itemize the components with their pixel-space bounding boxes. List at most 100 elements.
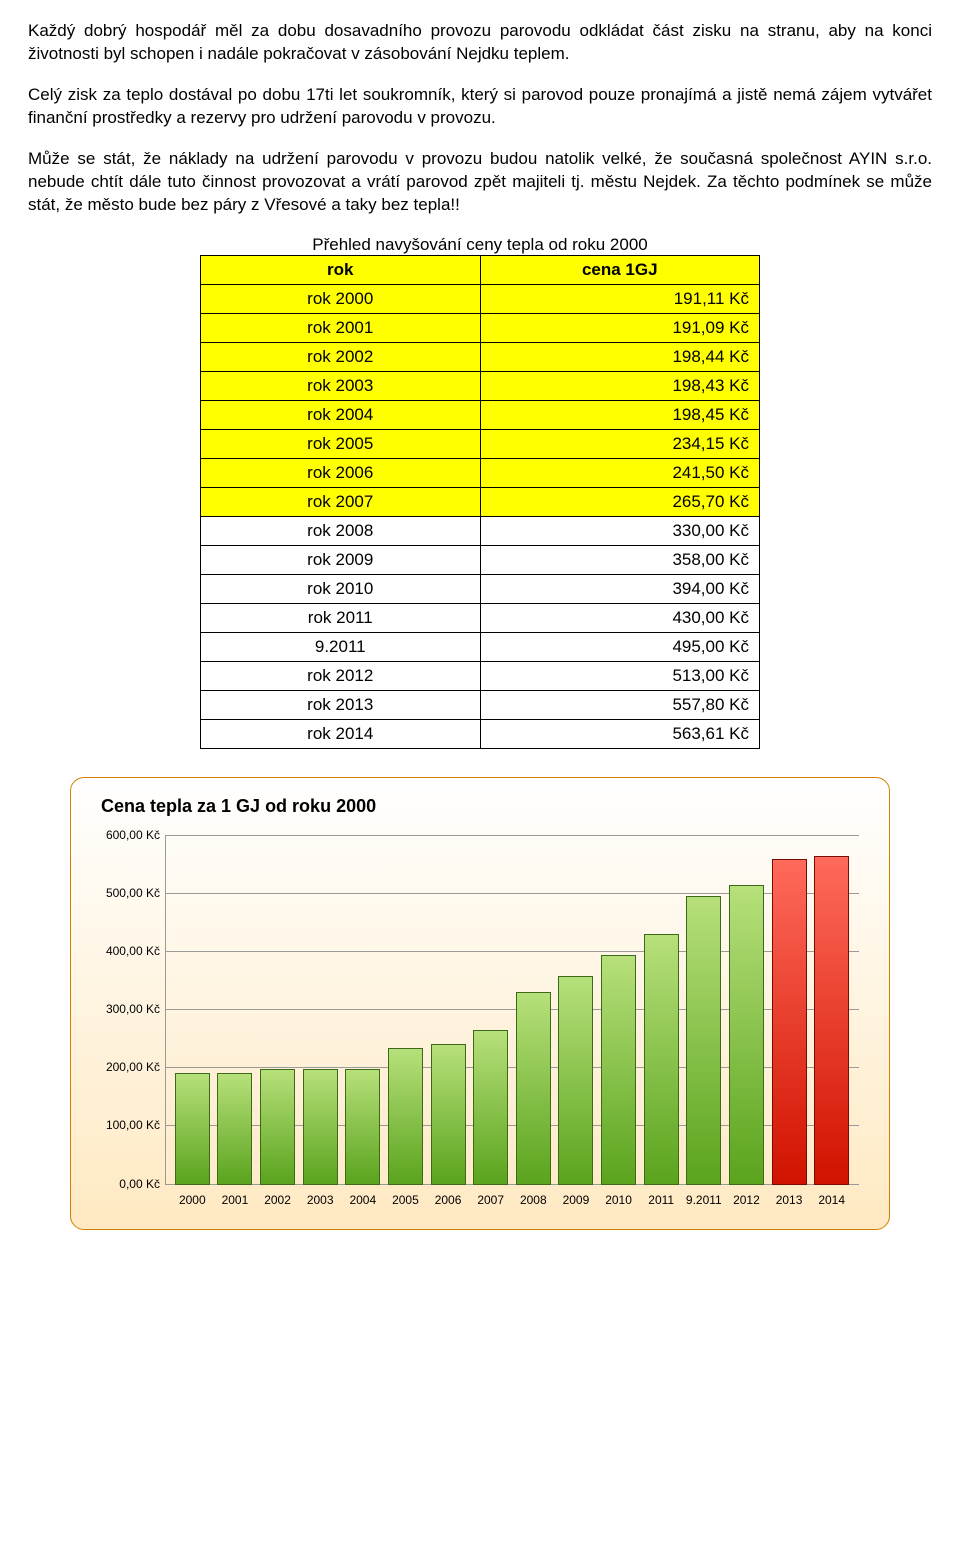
paragraph-1: Každý dobrý hospodář měl za dobu dosavad…	[28, 20, 932, 66]
cell-year: rok 2003	[201, 371, 481, 400]
bar	[686, 896, 721, 1185]
table-row: rok 2001191,09 Kč	[201, 313, 760, 342]
bar-slot	[256, 835, 299, 1185]
y-axis-label: 600,00 Kč	[88, 828, 160, 842]
cell-price: 513,00 Kč	[480, 661, 760, 690]
cell-price: 241,50 Kč	[480, 458, 760, 487]
x-axis-label: 2006	[427, 1193, 470, 1207]
table-row: rok 2003198,43 Kč	[201, 371, 760, 400]
x-axis-label: 2014	[810, 1193, 853, 1207]
bar	[345, 1069, 380, 1185]
bar-slot	[768, 835, 811, 1185]
bar-slot	[555, 835, 598, 1185]
cell-year: rok 2001	[201, 313, 481, 342]
table-row: rok 2005234,15 Kč	[201, 429, 760, 458]
cell-price: 495,00 Kč	[480, 632, 760, 661]
y-axis-label: 200,00 Kč	[88, 1060, 160, 1074]
table-header-row: rok cena 1GJ	[201, 255, 760, 284]
bar	[175, 1073, 210, 1184]
y-axis-label: 0,00 Kč	[88, 1177, 160, 1191]
cell-price: 563,61 Kč	[480, 719, 760, 748]
table-row: 9.2011495,00 Kč	[201, 632, 760, 661]
bar	[644, 934, 679, 1185]
x-axis-label: 2007	[469, 1193, 512, 1207]
bar	[303, 1069, 338, 1185]
bar	[388, 1048, 423, 1185]
paragraph-3: Může se stát, že náklady na udržení paro…	[28, 148, 932, 217]
bar-slot	[171, 835, 214, 1185]
bar	[558, 976, 593, 1185]
y-axis-label: 400,00 Kč	[88, 944, 160, 958]
table-row: rok 2009358,00 Kč	[201, 545, 760, 574]
bar	[217, 1073, 252, 1184]
x-axis-label: 2000	[171, 1193, 214, 1207]
table-row: rok 2000191,11 Kč	[201, 284, 760, 313]
bar	[601, 955, 636, 1185]
x-axis-label: 2009	[555, 1193, 598, 1207]
cell-year: rok 2010	[201, 574, 481, 603]
bar-slot	[469, 835, 512, 1185]
cell-price: 557,80 Kč	[480, 690, 760, 719]
price-table: rok cena 1GJ rok 2000191,11 Kčrok 200119…	[200, 255, 760, 749]
x-axis-label: 2005	[384, 1193, 427, 1207]
cell-price: 265,70 Kč	[480, 487, 760, 516]
bar-slot	[640, 835, 683, 1185]
bar	[814, 856, 849, 1185]
table-row: rok 2008330,00 Kč	[201, 516, 760, 545]
bar	[431, 1044, 466, 1185]
cell-year: rok 2013	[201, 690, 481, 719]
bar	[260, 1069, 295, 1185]
y-axis-label: 100,00 Kč	[88, 1118, 160, 1132]
x-axis-label: 2011	[640, 1193, 683, 1207]
x-axis-label: 2008	[512, 1193, 555, 1207]
cell-price: 394,00 Kč	[480, 574, 760, 603]
bar-slot	[725, 835, 768, 1185]
cell-year: rok 2014	[201, 719, 481, 748]
y-axis-label: 300,00 Kč	[88, 1002, 160, 1016]
x-axis-label: 2013	[768, 1193, 811, 1207]
bar-slot	[384, 835, 427, 1185]
x-axis-label: 2004	[342, 1193, 385, 1207]
table-row: rok 2014563,61 Kč	[201, 719, 760, 748]
chart-card: Cena tepla za 1 GJ od roku 2000 0,00 Kč1…	[70, 777, 890, 1230]
chart-bars	[165, 835, 859, 1185]
x-axis-label: 2012	[725, 1193, 768, 1207]
cell-year: rok 2006	[201, 458, 481, 487]
cell-year: rok 2004	[201, 400, 481, 429]
cell-year: rok 2008	[201, 516, 481, 545]
chart-area: 0,00 Kč100,00 Kč200,00 Kč300,00 Kč400,00…	[165, 835, 859, 1215]
bar	[772, 859, 807, 1184]
x-axis-label: 9.2011	[683, 1193, 726, 1207]
bar-slot	[810, 835, 853, 1185]
table-title: Přehled navyšování ceny tepla od roku 20…	[28, 235, 932, 255]
x-axis-label: 2002	[256, 1193, 299, 1207]
cell-year: rok 2011	[201, 603, 481, 632]
bar	[729, 885, 764, 1184]
bar	[516, 992, 551, 1185]
paragraph-2: Celý zisk za teplo dostával po dobu 17ti…	[28, 84, 932, 130]
cell-year: rok 2012	[201, 661, 481, 690]
table-row: rok 2013557,80 Kč	[201, 690, 760, 719]
table-row: rok 2007265,70 Kč	[201, 487, 760, 516]
bar-slot	[299, 835, 342, 1185]
cell-year: 9.2011	[201, 632, 481, 661]
bar	[473, 1030, 508, 1185]
chart-title: Cena tepla za 1 GJ od roku 2000	[101, 796, 865, 817]
cell-year: rok 2007	[201, 487, 481, 516]
table-row: rok 2004198,45 Kč	[201, 400, 760, 429]
cell-year: rok 2009	[201, 545, 481, 574]
cell-year: rok 2005	[201, 429, 481, 458]
table-row: rok 2010394,00 Kč	[201, 574, 760, 603]
bar-slot	[342, 835, 385, 1185]
chart-xlabels: 2000200120022003200420052006200720082009…	[165, 1193, 859, 1207]
bar-slot	[512, 835, 555, 1185]
x-axis-label: 2003	[299, 1193, 342, 1207]
bar-slot	[683, 835, 726, 1185]
cell-price: 430,00 Kč	[480, 603, 760, 632]
cell-year: rok 2002	[201, 342, 481, 371]
table-row: rok 2002198,44 Kč	[201, 342, 760, 371]
cell-price: 191,11 Kč	[480, 284, 760, 313]
cell-price: 198,45 Kč	[480, 400, 760, 429]
table-row: rok 2011430,00 Kč	[201, 603, 760, 632]
x-axis-label: 2010	[597, 1193, 640, 1207]
